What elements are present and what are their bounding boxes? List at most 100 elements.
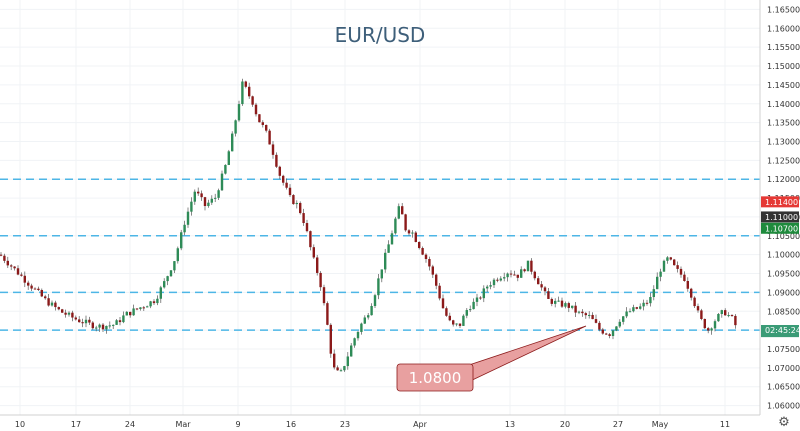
candle: [421, 246, 424, 256]
candle: [635, 306, 638, 310]
candle: [401, 202, 404, 215]
candle-body: [401, 206, 404, 215]
candle: [730, 314, 734, 317]
candle-body: [282, 175, 285, 183]
candle: [557, 296, 560, 302]
candle-body: [618, 321, 621, 327]
candle-body: [258, 114, 261, 123]
candle-body: [520, 269, 523, 278]
candle-body: [207, 202, 210, 207]
candle: [81, 318, 84, 328]
candle-body: [656, 276, 659, 290]
candle-body: [475, 297, 479, 302]
candle: [496, 277, 499, 283]
candle: [33, 287, 37, 290]
candle: [16, 265, 20, 276]
candle: [445, 306, 448, 317]
candle-body: [513, 274, 516, 276]
candle: [503, 272, 506, 282]
candle-body: [601, 329, 604, 334]
y-tick-label: 1.15500: [767, 43, 800, 52]
candle-body: [720, 310, 723, 314]
candle-body: [632, 307, 635, 312]
candle: [458, 323, 462, 328]
candle: [543, 286, 547, 296]
candle: [489, 281, 492, 290]
candle: [30, 283, 33, 292]
candle-body: [220, 173, 224, 191]
candle: [173, 260, 176, 274]
candle-body: [387, 244, 390, 253]
price-tag-bg: [761, 211, 799, 223]
candle-body: [217, 190, 220, 198]
candle: [475, 293, 479, 307]
candle: [560, 297, 564, 309]
callout-label: 1.0800: [409, 369, 462, 387]
candle: [642, 299, 645, 311]
candle: [132, 304, 135, 316]
candle-body: [730, 315, 734, 317]
candle: [248, 82, 251, 99]
candle-body: [176, 248, 179, 262]
candle-body: [37, 288, 40, 290]
candle: [656, 272, 659, 290]
candle-body: [394, 218, 397, 234]
candle: [339, 368, 343, 372]
candle-body: [564, 303, 567, 307]
candle-body: [492, 279, 496, 286]
candle: [350, 343, 353, 357]
candle-body: [523, 269, 526, 272]
candle: [462, 314, 465, 327]
y-tick-label: 1.13500: [767, 119, 800, 128]
candle: [601, 327, 604, 335]
candle: [67, 311, 71, 317]
candle: [326, 301, 329, 326]
candle-body: [159, 287, 162, 299]
candle-body: [710, 328, 713, 331]
candle-body: [122, 315, 125, 323]
candle-body: [591, 314, 594, 320]
candle: [537, 275, 540, 285]
x-tick-label: Mar: [175, 420, 191, 429]
candle-body: [0, 254, 3, 256]
candle-body: [465, 310, 468, 316]
candle-body: [666, 257, 669, 261]
candle: [499, 276, 502, 282]
candle: [492, 278, 496, 288]
candle: [407, 229, 411, 236]
candle-body: [156, 298, 159, 304]
candle-body: [210, 198, 213, 203]
candle: [615, 326, 618, 332]
candle: [302, 208, 305, 226]
candle: [71, 310, 74, 322]
candle: [588, 311, 591, 319]
candle: [632, 304, 635, 313]
candle-body: [441, 298, 445, 309]
candle: [142, 306, 145, 311]
price-axis[interactable]: 1.060001.065001.070001.075001.080001.085…: [767, 5, 800, 410]
candle: [520, 266, 523, 278]
candle: [112, 324, 115, 329]
candle: [44, 294, 47, 300]
candle-body: [690, 288, 693, 298]
y-tick-label: 1.16000: [767, 24, 800, 33]
candle: [540, 281, 543, 291]
gear-icon[interactable]: ⚙: [778, 415, 790, 430]
y-tick-label: 1.06000: [767, 402, 800, 411]
time-axis[interactable]: 10 17 24 Mar 9 16 23 Apr 13 20 27 May 11: [15, 420, 730, 429]
candle-body: [326, 303, 329, 325]
candle: [74, 315, 77, 321]
candle: [390, 230, 394, 245]
candle-body: [13, 266, 16, 269]
candle: [305, 219, 309, 233]
candle: [649, 292, 652, 307]
candle-body: [673, 259, 676, 266]
candle: [479, 296, 482, 300]
candle-body: [285, 182, 288, 188]
candle-body: [50, 302, 54, 306]
candle-body: [251, 96, 254, 105]
callout-pointer: [459, 325, 587, 384]
candle-body: [112, 324, 115, 326]
y-tick-label: 1.09500: [767, 270, 800, 279]
candle: [591, 312, 594, 320]
